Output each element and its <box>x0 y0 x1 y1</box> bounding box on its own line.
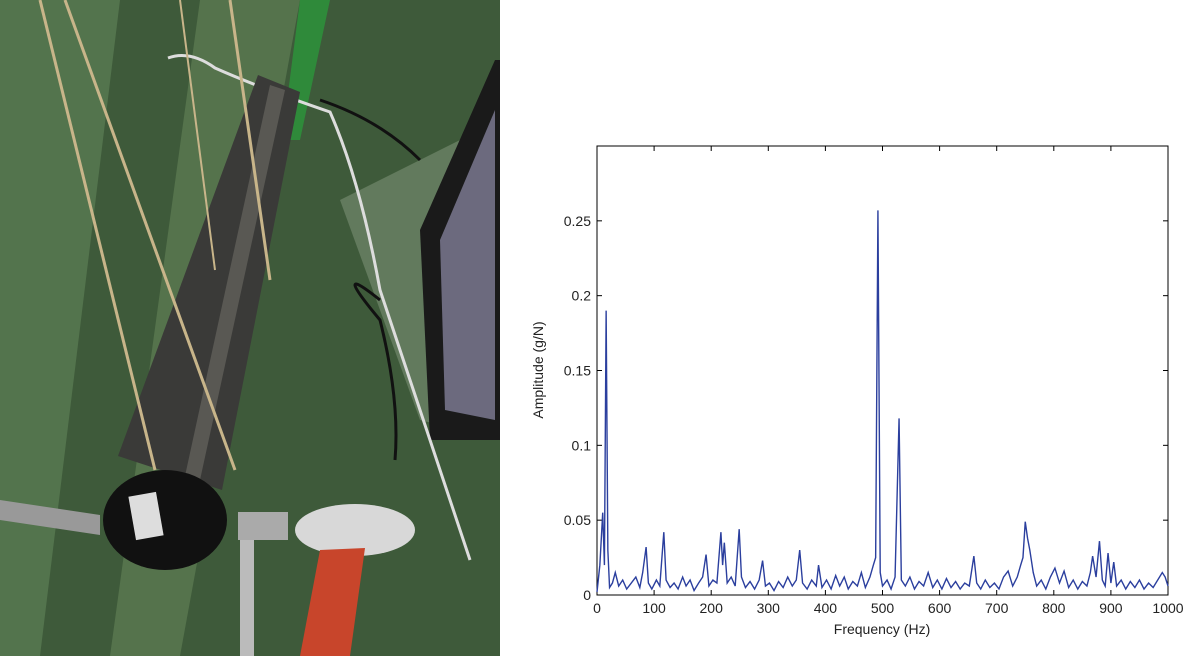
y-tick-label: 0.05 <box>564 512 591 528</box>
x-tick-label: 300 <box>757 600 781 616</box>
sensor-cable <box>167 54 472 561</box>
label <box>128 491 164 541</box>
x-axis-label: Frequency (Hz) <box>834 621 930 637</box>
hammer-handle <box>300 548 365 656</box>
x-tick-label: 700 <box>985 600 1009 616</box>
monitor-screen <box>440 110 495 420</box>
x-tick-label: 0 <box>593 600 601 616</box>
y-tick-label: 0.1 <box>572 437 592 453</box>
y-tick-label: 0.15 <box>564 363 591 379</box>
x-tick-label: 500 <box>871 600 895 616</box>
x-tick-label: 200 <box>700 600 724 616</box>
pipe-highlight <box>185 85 285 480</box>
x-tick-label: 1000 <box>1152 600 1183 616</box>
x-tick-label: 100 <box>642 600 666 616</box>
hammer-cable <box>240 540 254 656</box>
cable <box>319 98 422 162</box>
floor-streak <box>0 0 120 656</box>
rope <box>63 0 237 471</box>
y-axis-label: Amplitude (g/N) <box>530 321 546 418</box>
photo <box>0 0 500 656</box>
cable <box>353 282 398 461</box>
rope <box>179 0 216 271</box>
connector <box>238 512 288 540</box>
x-tick-label: 900 <box>1099 600 1123 616</box>
series-line <box>596 210 1169 593</box>
y-tick-label: 0 <box>583 587 591 603</box>
x-tick-label: 400 <box>814 600 838 616</box>
y-tick-label: 0.2 <box>572 288 592 304</box>
y-tick-label: 0.25 <box>564 213 591 229</box>
sensor-left <box>0 500 100 535</box>
rope <box>228 0 272 281</box>
plot-area <box>596 145 1169 596</box>
rope <box>38 0 157 471</box>
hammer-head <box>295 504 415 556</box>
pipe-end <box>103 470 227 570</box>
x-tick-label: 600 <box>928 600 952 616</box>
x-tick-label: 800 <box>1042 600 1066 616</box>
